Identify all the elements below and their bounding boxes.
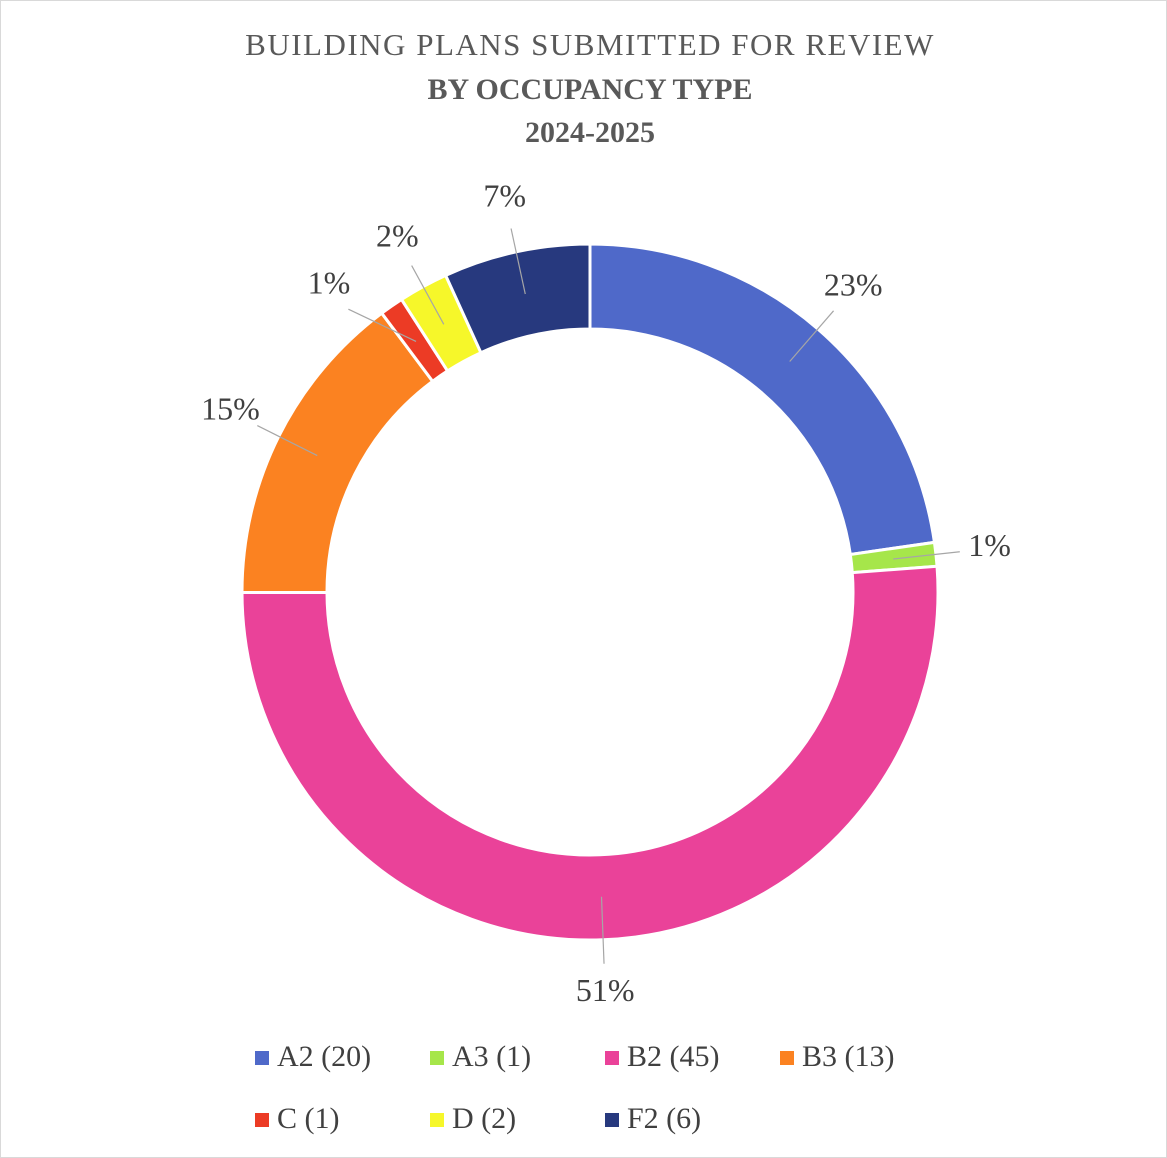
legend-swatch — [605, 1113, 619, 1127]
data-label: 1% — [968, 527, 1011, 563]
legend-swatch — [255, 1113, 269, 1127]
legend-label: B2 (45) — [627, 1040, 720, 1073]
donut-slice — [240, 564, 940, 942]
legend-swatch — [430, 1051, 444, 1065]
donut-slice — [443, 242, 592, 355]
leader-line — [789, 310, 835, 362]
data-label: 15% — [201, 390, 260, 426]
legend-swatch — [430, 1113, 444, 1127]
legend-swatch — [780, 1051, 794, 1065]
data-label: 7% — [483, 178, 526, 214]
legend-label: A3 (1) — [452, 1040, 531, 1073]
legend-label: D (2) — [452, 1102, 516, 1135]
chart-subtitle: BY OCCUPANCY TYPE — [427, 73, 752, 106]
legend-swatch — [605, 1051, 619, 1065]
leader-line — [893, 551, 960, 560]
leader-line — [600, 896, 605, 964]
data-label: 51% — [576, 972, 635, 1008]
legend-label: A2 (20) — [277, 1040, 371, 1073]
legend-label: F2 (6) — [627, 1102, 701, 1135]
leader-line — [348, 308, 417, 343]
chart-title: BUILDING PLANS SUBMITTED FOR REVIEW — [245, 27, 935, 62]
legend-label: B3 (13) — [802, 1040, 895, 1073]
legend-swatch — [255, 1051, 269, 1065]
leader-line — [510, 228, 526, 295]
leader-line — [257, 425, 318, 457]
leader-line — [411, 265, 445, 325]
legend-label: C (1) — [277, 1102, 340, 1135]
chart-period: 2024-2025 — [525, 116, 655, 149]
data-label: 23% — [824, 266, 883, 302]
data-label: 1% — [308, 265, 351, 301]
data-label: 2% — [376, 218, 419, 254]
